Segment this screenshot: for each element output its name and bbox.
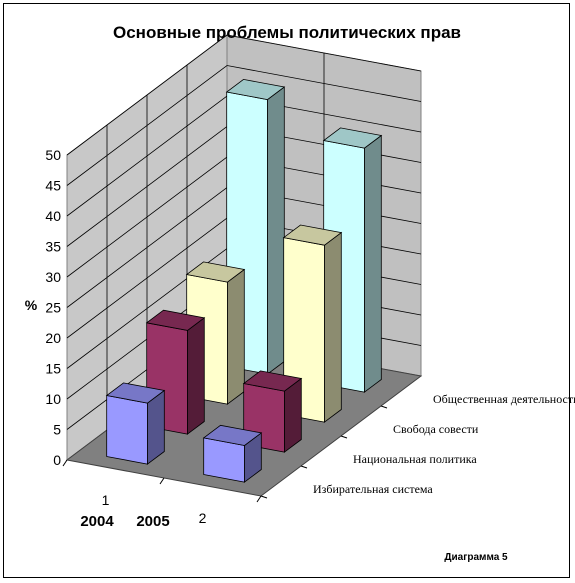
bar-top [145, 309, 206, 331]
gridline-y [66, 34, 422, 156]
x-tick-mark [256, 495, 262, 503]
y-tick-label: 45 [45, 178, 61, 194]
depth-tick-mark [300, 465, 308, 469]
depth-category-label: Национальная политика [353, 452, 477, 466]
y-tick-label: 0 [53, 452, 61, 468]
y-tick-label: 20 [45, 330, 61, 346]
y-tick-label: 40 [45, 208, 61, 224]
depth-category-label: Избирательная система [313, 482, 433, 496]
y-tick-label: 50 [45, 147, 61, 163]
y-tick-label: 5 [53, 422, 61, 438]
y-axis-label: % [25, 297, 38, 313]
year-label-2004: 2004 [80, 513, 114, 530]
bar-top [185, 261, 246, 283]
depth-tick-mark [340, 435, 348, 439]
bar-side [364, 134, 382, 393]
bar-side [187, 316, 205, 435]
chart-title: Основные проблемы политических прав [113, 23, 461, 42]
bar-top [282, 224, 343, 246]
depth-tick-mark [260, 495, 268, 499]
bar-front [106, 395, 148, 465]
year-label-2005: 2005 [136, 513, 169, 530]
y-tick-label: 25 [45, 300, 61, 316]
gridline-y [66, 65, 422, 186]
bar-top [322, 127, 383, 149]
x-tick-label: 2 [199, 510, 207, 526]
bar-side [324, 231, 342, 423]
bar-side [227, 268, 245, 405]
bar-top [225, 78, 286, 101]
y-tick-label: 10 [45, 391, 61, 407]
depth-category-label: Свобода совести [393, 422, 479, 436]
bar-1-0 [105, 382, 166, 465]
bar-side [267, 86, 285, 375]
x-tick-mark [62, 459, 68, 467]
bar-top [202, 424, 263, 446]
bar-2-2 [282, 224, 343, 423]
chart-labels: 0 5 10 15 20 25 30 35 40 45 50 1 2 Избирательная сист… [45, 147, 575, 526]
bar-2-0 [202, 424, 263, 483]
bar-top [242, 370, 303, 392]
diagram-caption: Диаграмма 5 [444, 552, 508, 563]
y-tick-label: 15 [45, 361, 61, 377]
chart-bars [105, 78, 383, 483]
depth-category-label: Общественная деятельность [433, 392, 575, 406]
x-tick-label: 1 [102, 492, 110, 508]
y-tick-label: 35 [45, 239, 61, 255]
bar-top [105, 382, 166, 404]
x-tick-mark [159, 477, 165, 485]
y-tick-label: 30 [45, 269, 61, 285]
depth-tick-mark [380, 405, 388, 409]
